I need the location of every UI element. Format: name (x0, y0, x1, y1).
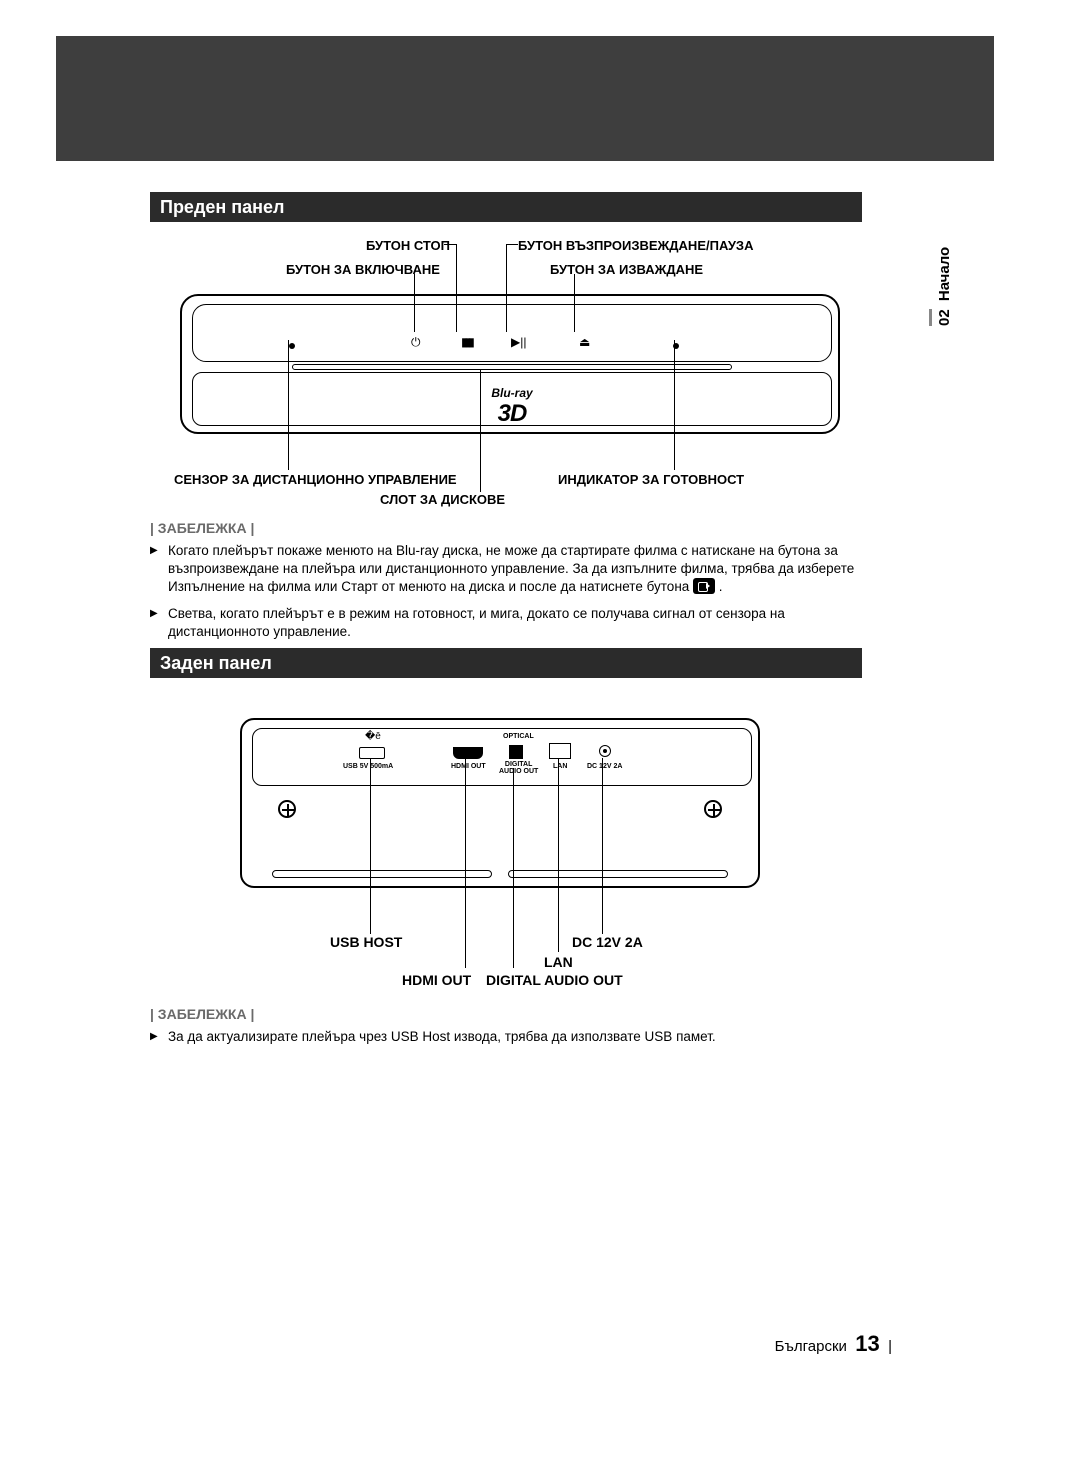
leader (370, 758, 371, 934)
play-button-inline-icon (693, 578, 715, 594)
front-notes: Когато плейърът покаже менюто на Blu-ray… (150, 542, 862, 649)
leader (513, 768, 514, 968)
note-heading-back: | ЗАБЕЛЕЖКА | (150, 1006, 254, 1022)
leader (465, 758, 466, 968)
digital-port-label: DIGITALAUDIO OUT (499, 761, 538, 775)
front-note-1: Когато плейърът покаже менюто на Blu-ray… (150, 542, 862, 597)
remote-sensor-dot (289, 343, 295, 349)
callout-usb-host: USB HOST (330, 934, 402, 950)
back-notes: За да актуализирате плейъра чрез USB Hos… (150, 1028, 862, 1054)
label-remote-sensor: СЕНЗОР ЗА ДИСТАНЦИОННО УПРАВЛЕНИЕ (174, 472, 457, 487)
section-heading-front: Преден панел (150, 192, 862, 222)
foot-right (508, 870, 728, 878)
back-panel-diagram: �ē USB 5V 500mA HDMI OUT OPTICAL DIGITAL… (240, 698, 760, 988)
label-disc-slot: СЛОТ ЗА ДИСКОВЕ (380, 492, 505, 507)
screw-right (704, 800, 722, 818)
leader (288, 340, 289, 470)
callout-lan: LAN (544, 954, 573, 970)
back-top-plate: �ē USB 5V 500mA HDMI OUT OPTICAL DIGITAL… (252, 728, 752, 786)
front-panel-diagram: БУТОН СТОП БУТОН ЗА ВКЛЮЧВАНЕ БУТОН ВЪЗП… (180, 232, 840, 512)
footer-page: 13 (855, 1331, 879, 1356)
eject-icon: ⏏ (579, 335, 590, 349)
front-note-1-text: Когато плейърът покаже менюто на Blu-ray… (168, 543, 854, 594)
three-d-text: 3D (462, 400, 562, 428)
back-note-1: За да актуализирате плейъра чрез USB Hos… (150, 1028, 862, 1046)
label-eject: БУТОН ЗА ИЗВАЖДАНЕ (550, 262, 703, 277)
hdmi-port-label: HDMI OUT (451, 763, 486, 770)
callout-dc: DC 12V 2A (572, 934, 643, 950)
label-power: БУТОН ЗА ВКЛЮЧВАНЕ (286, 262, 440, 277)
play-pause-icon: ▶|| (511, 335, 526, 349)
footer-bar: | (888, 1338, 892, 1355)
side-tab: 02 Начало (936, 236, 960, 326)
screw-left (278, 800, 296, 818)
optical-port (509, 745, 523, 759)
hdmi-port (453, 747, 483, 759)
top-banner (56, 36, 994, 161)
page-footer: Български 13 | (0, 1331, 1080, 1357)
callout-digital: DIGITAL AUDIO OUT (486, 972, 623, 988)
disc-slot (292, 364, 732, 370)
device-front: ⏻ ▮▮▮ ▶|| ⏏ Blu-ray 3D (180, 294, 840, 434)
label-stop: БУТОН СТОП (366, 238, 450, 253)
usb-port (359, 747, 385, 759)
label-standby: ИНДИКАТОР ЗА ГОТОВНОСТ (558, 472, 744, 487)
page: 02 Начало Преден панел БУТОН СТОП БУТОН … (0, 0, 1080, 1477)
foot-left (272, 870, 492, 878)
section-heading-back: Заден панел (150, 648, 862, 678)
leader (480, 370, 481, 492)
usb-port-label: USB 5V 500mA (343, 763, 393, 770)
note-heading-front: | ЗАБЕЛЕЖКА | (150, 520, 254, 536)
leader (506, 244, 518, 245)
leader (602, 758, 603, 934)
label-play-pause: БУТОН ВЪЗПРОИЗВЕЖДАНЕ/ПАУЗА (518, 238, 753, 253)
front-note-2: Светва, когато плейърът е в режим на гот… (150, 605, 862, 641)
dc-port-label: DC 12V 2A (587, 763, 622, 770)
leader (558, 758, 559, 952)
leader (674, 340, 675, 470)
lan-port-label: LAN (553, 763, 567, 770)
stop-icon: ▮▮▮ (461, 335, 472, 349)
device-back: �ē USB 5V 500mA HDMI OUT OPTICAL DIGITAL… (240, 718, 760, 888)
bluray-3d-logo: Blu-ray 3D (462, 386, 562, 428)
bluray-text: Blu-ray (462, 386, 562, 400)
power-icon: ⏻ (411, 335, 421, 350)
dc-port (599, 745, 611, 757)
chapter-title: Начало (936, 247, 953, 301)
chapter-number: 02 (929, 309, 953, 326)
optical-port-label-top: OPTICAL (503, 733, 534, 740)
lan-port (549, 743, 571, 759)
callout-hdmi: HDMI OUT (402, 972, 471, 988)
leader (444, 244, 456, 245)
usb-icon: �ē (365, 731, 381, 742)
footer-lang: Български (775, 1338, 847, 1355)
